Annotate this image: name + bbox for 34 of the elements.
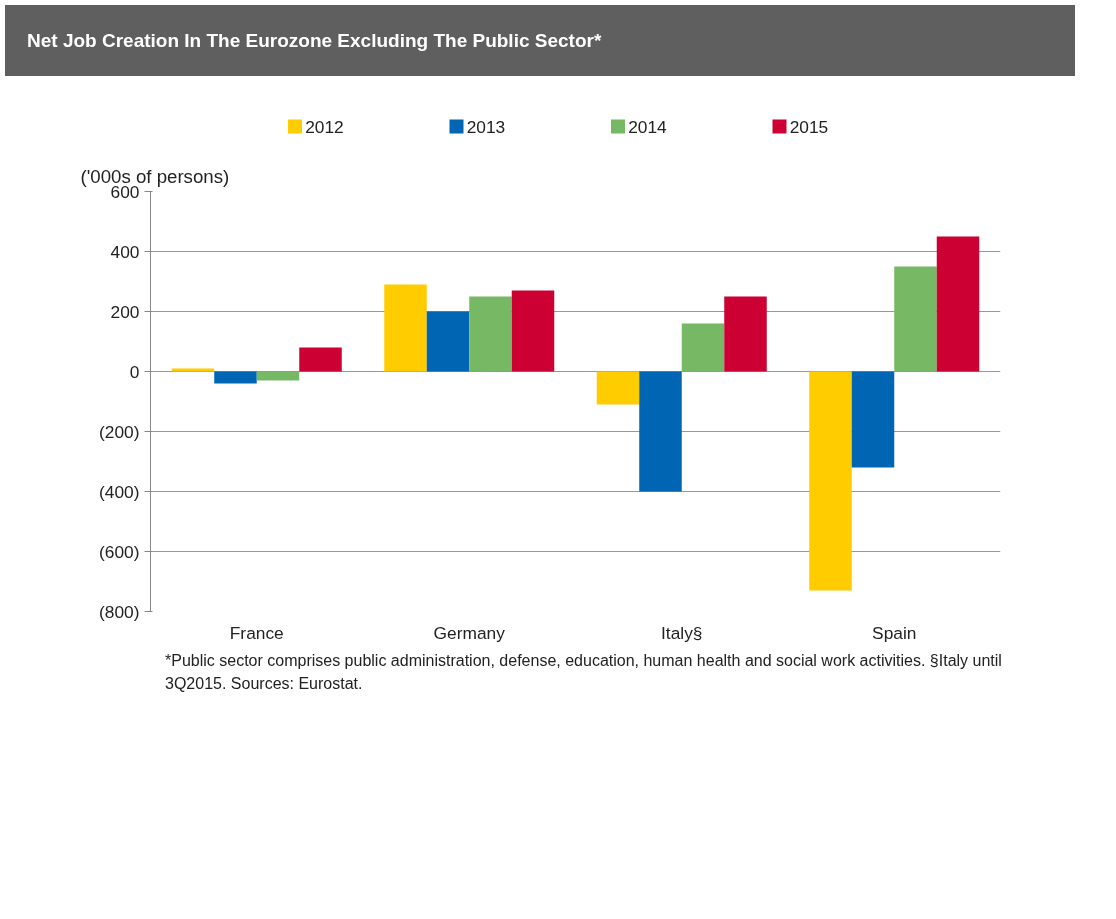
bar [724,296,767,372]
x-tick-label: Italy§ [661,622,703,643]
y-axis-title: ('000s of persons) [80,165,230,187]
bar [936,236,980,372]
bar [256,371,300,381]
bar [171,368,215,372]
bar [809,371,852,591]
bar [596,371,640,405]
y-tick-label: 200 [110,301,140,322]
y-tick-label: (600) [99,541,140,562]
x-tick-label: Spain [872,622,917,643]
x-tick-label: Germany [433,622,506,643]
bar [894,266,937,372]
legend-label: 2015 [789,116,829,137]
y-tick-label: 400 [110,241,140,262]
legend-label: 2014 [628,116,668,137]
y-tick-label: (800) [99,601,140,622]
bar [426,311,470,372]
bar [214,371,257,384]
bar [851,371,895,468]
y-tick-label: (400) [99,481,140,502]
bar [469,296,512,372]
y-tick-label: (200) [99,421,140,442]
bar [511,290,555,372]
legend-label: 2013 [466,116,506,137]
bar [384,284,427,372]
bar [299,347,342,372]
legend-label: 2012 [305,116,344,137]
text: *Public sector comprises public administration, defense, education, human health and social work activities. §Italy until 3Q2015. Sources: Eurostat. [165,651,1003,694]
x-tick-label: France [229,622,284,643]
chart-title: Net Job Creation In The Eurozone Excluding The Public Sector* [27,29,602,53]
y-tick-label: 0 [129,361,140,382]
bar [639,371,682,492]
bar [681,323,725,372]
